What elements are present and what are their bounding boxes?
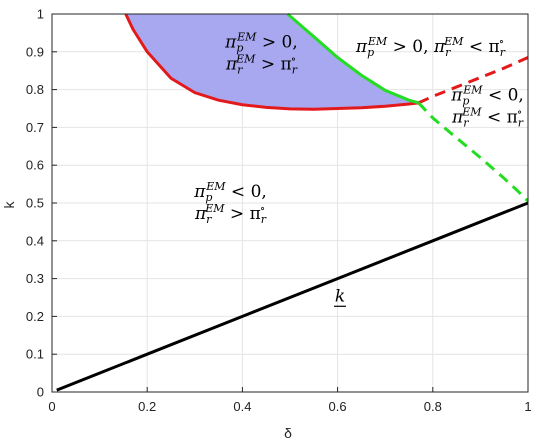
- y-tick-label: 0.5: [26, 196, 44, 211]
- y-tick-label: 0.7: [26, 120, 44, 135]
- series-line-red-solid: [124, 13, 419, 111]
- x-tick-label: 0.6: [329, 399, 347, 414]
- y-tick-label: 1: [37, 7, 44, 22]
- y-axis-label: k: [1, 201, 17, 209]
- y-tick-label: 0.2: [26, 309, 44, 324]
- y-tick-label: 0.6: [26, 158, 44, 173]
- x-tick-label: 1: [524, 399, 531, 414]
- x-tick-label: 0.4: [233, 399, 251, 414]
- annotation-line: πrEM > πr∘: [225, 53, 298, 77]
- annotation-line: πpEM < 0,: [450, 84, 524, 108]
- annotation-line: πpEM < 0,: [193, 180, 267, 204]
- y-tick-label: 0.8: [26, 82, 44, 97]
- annotation-ann-right: πpEM < 0,πrEM < πr∘: [450, 84, 524, 130]
- y-tick-label: 0.1: [26, 347, 44, 362]
- annotation-ann-top-right: πpEM > 0, πrEM < πr∘: [355, 35, 506, 59]
- annotation-ann-middle: πpEM < 0,πrEM > πr∘: [193, 180, 267, 226]
- annotation-line: πpEM > 0, πrEM < πr∘: [355, 35, 506, 59]
- x-tick-label: 0.2: [138, 399, 156, 414]
- lower-bound-label: k: [335, 286, 345, 306]
- annotation-line: πpEM > 0,: [224, 31, 298, 55]
- annotation-line: πrEM > πr∘: [194, 202, 267, 226]
- y-tick-label: 0.9: [26, 44, 44, 59]
- series-line-green-dashed: [417, 101, 530, 203]
- annotation-line: πrEM < πr∘: [451, 106, 524, 130]
- x-axis-label: δ: [284, 425, 292, 441]
- series-line-lower-bound: [56, 201, 529, 392]
- series-line-red-dashed: [417, 56, 529, 105]
- x-tick-label: 0: [48, 399, 55, 414]
- y-tick-label: 0: [37, 385, 44, 400]
- y-tick-label: 0.4: [26, 233, 44, 248]
- series-line-green-solid: [286, 12, 419, 105]
- shaded-region: [125, 14, 419, 110]
- y-tick-label: 0.3: [26, 271, 44, 286]
- annotation-ann-region-top: πpEM > 0,πrEM > πr∘: [224, 31, 298, 77]
- x-tick-label: 0.8: [424, 399, 442, 414]
